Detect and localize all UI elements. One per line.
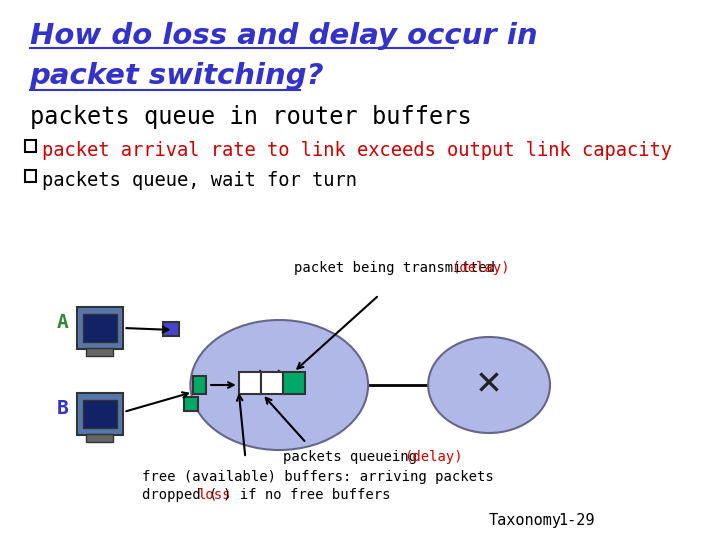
Ellipse shape — [428, 337, 550, 433]
FancyBboxPatch shape — [25, 170, 35, 182]
FancyBboxPatch shape — [184, 397, 198, 411]
Text: dropped (: dropped ( — [142, 488, 217, 502]
FancyBboxPatch shape — [77, 307, 122, 349]
FancyBboxPatch shape — [283, 372, 305, 394]
Text: 1-29: 1-29 — [559, 513, 595, 528]
FancyBboxPatch shape — [261, 372, 283, 394]
Ellipse shape — [190, 320, 368, 450]
FancyBboxPatch shape — [86, 348, 113, 356]
Text: ) if no free buffers: ) if no free buffers — [223, 488, 391, 502]
Text: packet arrival rate to link exceeds output link capacity: packet arrival rate to link exceeds outp… — [42, 141, 672, 160]
Text: ✕: ✕ — [475, 368, 503, 402]
Text: (delay): (delay) — [405, 450, 463, 464]
FancyBboxPatch shape — [238, 372, 261, 394]
Text: packets queue, wait for turn: packets queue, wait for turn — [42, 171, 357, 190]
FancyBboxPatch shape — [25, 140, 35, 152]
Text: ✕: ✕ — [252, 364, 287, 406]
FancyBboxPatch shape — [163, 322, 179, 336]
FancyBboxPatch shape — [86, 434, 113, 442]
Text: Taxonomy: Taxonomy — [489, 513, 562, 528]
FancyBboxPatch shape — [83, 314, 117, 342]
Text: loss: loss — [198, 488, 232, 502]
Text: packet being transmitted: packet being transmitted — [294, 261, 504, 275]
Text: A: A — [57, 313, 68, 332]
FancyBboxPatch shape — [83, 400, 117, 428]
Text: (delay): (delay) — [451, 261, 510, 275]
Text: free (available) buffers: arriving packets: free (available) buffers: arriving packe… — [142, 470, 494, 484]
Text: How do loss and delay occur in: How do loss and delay occur in — [30, 22, 537, 50]
FancyBboxPatch shape — [77, 393, 122, 435]
Text: B: B — [57, 399, 68, 417]
FancyBboxPatch shape — [193, 376, 207, 394]
Text: packets queueing: packets queueing — [284, 450, 426, 464]
Text: packets queue in router buffers: packets queue in router buffers — [30, 105, 472, 129]
Text: packet switching?: packet switching? — [30, 62, 324, 90]
